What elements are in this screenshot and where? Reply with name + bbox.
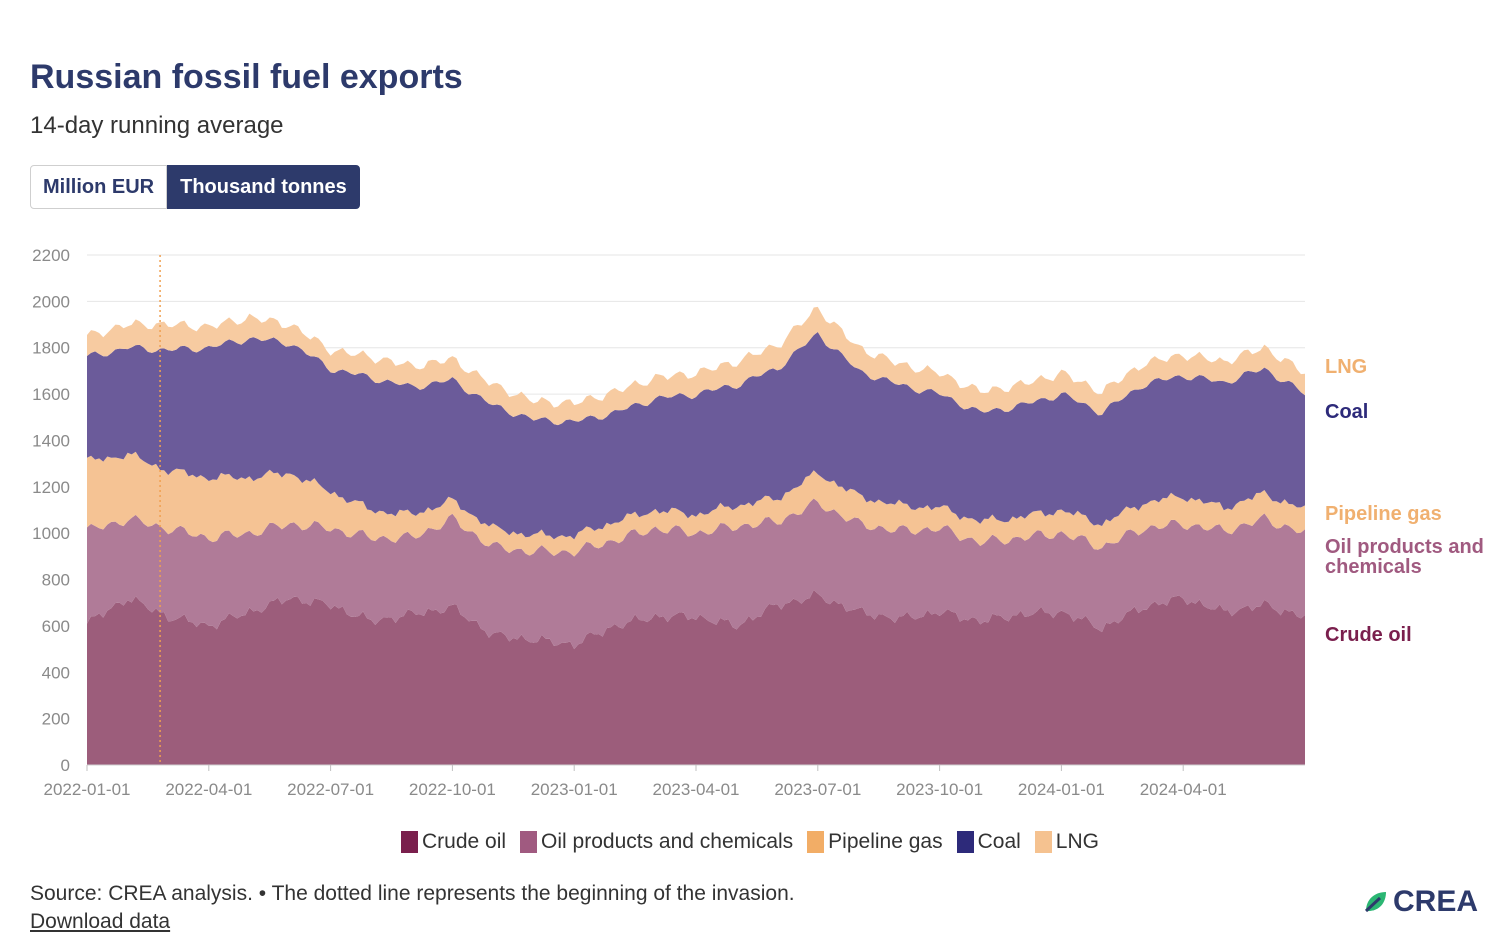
y-tick-label: 600 [42,617,70,636]
x-axis: 2022-01-01 2022-04-01 2022-07-01 2022-10-01… [44,764,1305,799]
legend-label: Oil products and chemicals [541,830,794,853]
legend-label: LNG [1055,830,1099,853]
legend-item-crude-oil[interactable]: Crude oil [401,830,506,854]
y-tick-label: 1600 [32,385,70,404]
legend-item-pipeline-gas[interactable]: Pipeline gas [807,830,943,854]
legend-swatch [1034,831,1052,853]
end-label-coal: Coal [1325,401,1368,423]
legend-swatch [956,831,974,853]
chart-subtitle: 14-day running average [30,112,284,139]
x-tick-label: 2022-04-01 [165,780,252,799]
x-tick-label: 2023-04-01 [653,780,740,799]
series-areas [87,306,1305,765]
area-crude-oil [87,590,1305,765]
y-tick-label: 200 [42,710,70,729]
y-tick-label: 1200 [32,478,70,497]
legend-item-oil-products-and-chemicals[interactable]: Oil products and chemicals [520,830,793,854]
legend-label: Coal [977,830,1021,853]
stacked-area-chart: 0 200 400 600 800 1000 1200 1400 1600 1800 2000 220… [32,246,1484,799]
y-tick-label: 800 [42,571,70,590]
million-eur-button[interactable]: Million EUR [30,165,168,209]
x-tick-label: 2022-07-01 [287,780,374,799]
x-tick-label: 2022-01-01 [44,780,131,799]
series-end-labels: LNG Coal Pipeline gas Oil products and chemi… [1325,356,1484,646]
x-tick-label: 2022-10-01 [409,780,496,799]
chart-legend: Crude oil Oil products and chemicals Pipel… [0,830,1500,854]
area-pipeline-gas [87,451,1305,557]
y-tick-label: 1800 [32,339,70,358]
x-tick-label: 2024-04-01 [1140,780,1227,799]
y-tick-label: 2200 [32,246,70,265]
area-lng [87,306,1305,426]
end-label-lng: LNG [1325,356,1367,378]
crea-logo: CREA [1363,885,1478,919]
legend-swatch [401,831,418,853]
unit-toggle: Million EUR Thousand tonnes [30,165,360,209]
x-tick-label: 2023-07-01 [774,780,861,799]
legend-item-lng[interactable]: LNG [1034,830,1099,854]
legend-swatch [807,831,825,853]
y-tick-label: 0 [61,756,70,775]
end-label-crude-oil: Crude oil [1325,624,1412,646]
end-label-oil-products-and-chemicals: Oil products and chemicals [1325,536,1484,578]
chart-title: Russian fossil fuel exports [30,58,463,96]
x-tick-label: 2024-01-01 [1018,780,1105,799]
source-note: Source: CREA analysis. • The dotted line… [30,882,795,905]
download-data-link[interactable]: Download data [30,910,171,933]
thousand-tonnes-button[interactable]: Thousand tonnes [167,165,360,209]
x-tick-label: 2023-01-01 [531,780,618,799]
x-tick-label: 2023-10-01 [896,780,983,799]
legend-label: Crude oil [422,830,507,853]
end-label-pipeline-gas: Pipeline gas [1325,503,1442,525]
crea-logo-text: CREA [1392,885,1478,918]
y-tick-label: 1400 [32,431,70,450]
y-axis: 0 200 400 600 800 1000 1200 1400 1600 1800 2000 220… [32,246,70,775]
y-tick-label: 400 [42,663,70,682]
crea-leaf-icon [1364,892,1386,913]
y-tick-label: 2000 [32,292,70,311]
y-tick-label: 1000 [32,524,70,543]
legend-swatch [520,831,538,853]
area-coal [87,332,1305,540]
area-oil-products-and-chemicals [87,498,1305,650]
legend-item-coal[interactable]: Coal [956,830,1021,854]
legend-label: Pipeline gas [828,830,943,853]
